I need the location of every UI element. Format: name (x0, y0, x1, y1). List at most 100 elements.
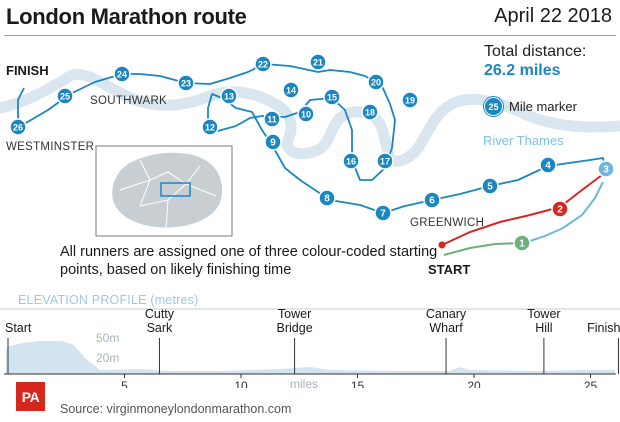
svg-text:Finish: Finish (587, 321, 620, 335)
mile-marker-legend-label: Mile marker (509, 99, 577, 114)
mile-marker-legend: 25 Mile marker (484, 97, 577, 116)
landmark-start: Start (5, 321, 32, 374)
mile-marker-9: 9 (264, 133, 282, 151)
mile-marker-number: 9 (270, 138, 276, 149)
mile-marker-22: 22 (254, 55, 272, 73)
mile-marker-number: 22 (258, 60, 268, 70)
x-tick-label-15: 15 (351, 379, 365, 388)
x-tick-label-20: 20 (467, 379, 481, 388)
mile-marker-number: 10 (301, 110, 311, 120)
mile-marker-number: 5 (487, 182, 493, 193)
svg-text:Cutty: Cutty (145, 308, 175, 321)
svg-text:Tower: Tower (527, 308, 560, 321)
westminster-label: WESTMINSTER (6, 141, 94, 153)
mile-marker-number: 13 (224, 92, 234, 102)
finish-label: FINISH (6, 63, 49, 78)
mile-marker-number: 14 (286, 86, 296, 96)
mile-marker-number: 16 (346, 157, 356, 167)
start-points-note: All runners are assigned one of three co… (60, 244, 438, 278)
mile-marker-19: 19 (401, 91, 419, 109)
elev-label-50m: 50m (96, 331, 119, 345)
mile-marker-number: 1 (519, 239, 525, 250)
southwark-label: SOUTHWARK (90, 95, 167, 107)
mile-marker-number: 26 (13, 123, 23, 133)
river-thames-label: River Thames (483, 133, 564, 148)
mile-marker-13: 13 (220, 87, 238, 105)
svg-text:Tower: Tower (278, 308, 311, 321)
x-tick-label-5: 5 (121, 379, 128, 388)
mile-marker-number: 2 (557, 205, 563, 216)
source-credit: Source: virginmoneylondonmarathon.com (60, 402, 292, 416)
svg-text:Start: Start (5, 321, 32, 335)
mile-marker-number: 12 (205, 123, 215, 133)
mile-marker-14: 14 (282, 81, 300, 99)
elev-x-unit: miles (290, 377, 318, 388)
mile-marker-number: 11 (267, 115, 277, 125)
start-line-blue (523, 181, 604, 244)
greenwich-label: GREENWICH (410, 217, 484, 229)
svg-text:Canary: Canary (426, 308, 467, 321)
mile-marker-16: 16 (342, 152, 360, 170)
mile-marker-number: 25 (60, 92, 70, 102)
svg-text:Bridge: Bridge (277, 321, 313, 335)
mile-marker-number: 21 (313, 58, 323, 68)
route-map: FINISH SOUTHWARK WESTMINSTER GREENWICH S… (0, 53, 620, 277)
date-label: April 22 2018 (494, 5, 612, 27)
mile-marker-1: 1 (513, 234, 531, 252)
mile-marker-5: 5 (481, 177, 499, 195)
x-tick-label-25: 25 (584, 379, 598, 388)
pa-logo: PA (16, 382, 45, 411)
mile-marker-number: 18 (365, 108, 375, 118)
svg-text:Sark: Sark (147, 321, 173, 335)
mile-marker-number: 8 (324, 194, 330, 205)
mile-marker-icon: 25 (484, 97, 503, 116)
mile-marker-3: 3 (597, 160, 615, 178)
elevation-x-ticks: 5 10 15 20 25 (121, 374, 597, 388)
mile-marker-number: 3 (603, 165, 609, 176)
london-inset-map (95, 145, 233, 237)
mile-marker-number: 24 (117, 70, 127, 80)
start-label: START (428, 262, 470, 277)
elevation-landmarks: StartCuttySarkTowerBridgeCanaryWharfTowe… (5, 308, 620, 374)
mile-marker-number: 20 (371, 78, 381, 88)
river-thames (0, 68, 620, 167)
mile-marker-8: 8 (318, 189, 336, 207)
mile-marker-18: 18 (361, 103, 379, 121)
mile-marker-12: 12 (201, 118, 219, 136)
mile-marker-11: 11 (263, 110, 281, 128)
mile-marker-10: 10 (297, 105, 315, 123)
svg-text:Hill: Hill (535, 321, 552, 335)
start-line-green (443, 242, 525, 256)
mile-marker-number: 17 (380, 157, 390, 167)
mile-marker-24: 24 (113, 65, 131, 83)
landmark-finish: Finish (587, 321, 620, 374)
mile-marker-15: 15 (323, 88, 341, 106)
start-line-red (441, 171, 607, 246)
elevation-profile: 50m 20m StartCuttySarkTowerBridgeCanaryW… (0, 308, 620, 388)
mile-marker-number: 15 (327, 93, 337, 103)
mile-marker-number: 7 (380, 209, 386, 220)
mile-marker-number: 4 (545, 161, 551, 172)
mile-marker-2: 2 (551, 200, 569, 218)
elevation-title: ELEVATION PROFILE (metres) (18, 293, 199, 307)
mile-marker-7: 7 (374, 204, 392, 222)
mile-marker-6: 6 (423, 191, 441, 209)
mile-marker-4: 4 (539, 156, 557, 174)
mile-marker-number: 19 (405, 96, 415, 106)
page-title: London Marathon route (6, 4, 247, 29)
total-distance-label: Total distance: (484, 43, 587, 60)
mile-marker-20: 20 (367, 73, 385, 91)
elevation-area (6, 341, 615, 374)
mile-marker-25: 25 (56, 87, 74, 105)
total-distance-value: 26.2 miles (484, 62, 561, 79)
mile-marker-number: 23 (181, 79, 191, 89)
mile-marker-17: 17 (376, 152, 394, 170)
mile-marker-23: 23 (177, 74, 195, 92)
start-dot (438, 241, 446, 249)
x-tick-label-10: 10 (234, 379, 248, 388)
